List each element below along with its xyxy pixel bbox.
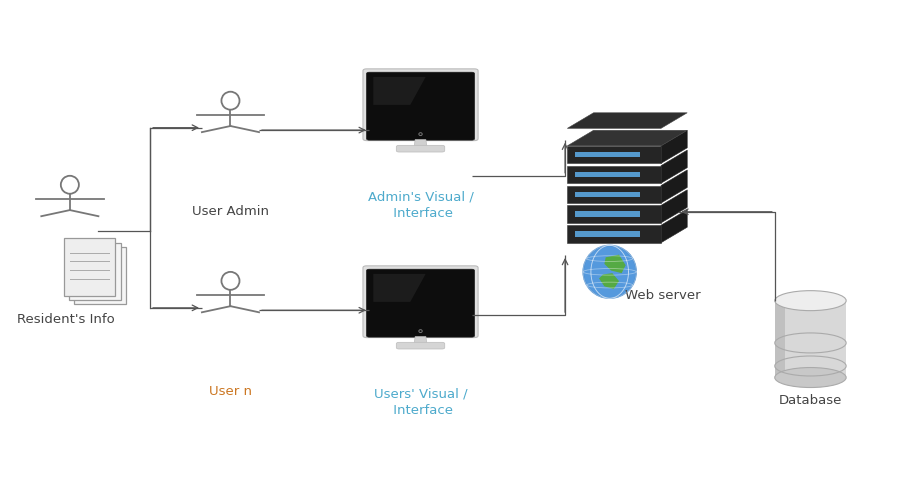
Polygon shape	[661, 150, 687, 183]
Ellipse shape	[775, 367, 846, 387]
Text: User n: User n	[209, 385, 252, 398]
Text: Web server: Web server	[625, 289, 701, 302]
Polygon shape	[568, 166, 661, 183]
Polygon shape	[604, 255, 626, 273]
FancyBboxPatch shape	[396, 145, 445, 152]
Ellipse shape	[583, 245, 637, 298]
Polygon shape	[575, 152, 640, 157]
FancyBboxPatch shape	[366, 269, 474, 337]
FancyBboxPatch shape	[775, 301, 846, 378]
Text: Users' Visual /
 Interface: Users' Visual / Interface	[374, 387, 467, 417]
Polygon shape	[75, 247, 126, 305]
Text: Admin's Visual /
 Interface: Admin's Visual / Interface	[367, 190, 473, 220]
FancyBboxPatch shape	[366, 72, 474, 140]
Polygon shape	[568, 130, 687, 146]
Polygon shape	[575, 191, 640, 197]
Polygon shape	[661, 170, 687, 203]
FancyBboxPatch shape	[775, 301, 786, 378]
Polygon shape	[568, 113, 687, 128]
Polygon shape	[575, 211, 640, 217]
Polygon shape	[661, 190, 687, 223]
Polygon shape	[374, 77, 426, 105]
Polygon shape	[568, 225, 661, 243]
Polygon shape	[414, 139, 427, 147]
FancyBboxPatch shape	[363, 266, 478, 338]
FancyBboxPatch shape	[396, 342, 445, 349]
Polygon shape	[568, 146, 661, 163]
FancyBboxPatch shape	[363, 69, 478, 140]
Polygon shape	[568, 206, 661, 223]
Polygon shape	[414, 337, 427, 344]
Polygon shape	[374, 274, 426, 302]
Polygon shape	[661, 130, 687, 163]
Polygon shape	[568, 186, 661, 203]
Text: Resident's Info: Resident's Info	[16, 312, 114, 326]
Polygon shape	[599, 273, 619, 289]
Text: User Admin: User Admin	[192, 205, 269, 218]
Text: Database: Database	[779, 394, 842, 407]
Polygon shape	[69, 243, 120, 300]
Polygon shape	[575, 172, 640, 177]
Ellipse shape	[775, 291, 846, 311]
Polygon shape	[575, 231, 640, 237]
Polygon shape	[661, 209, 687, 243]
Polygon shape	[64, 238, 115, 296]
